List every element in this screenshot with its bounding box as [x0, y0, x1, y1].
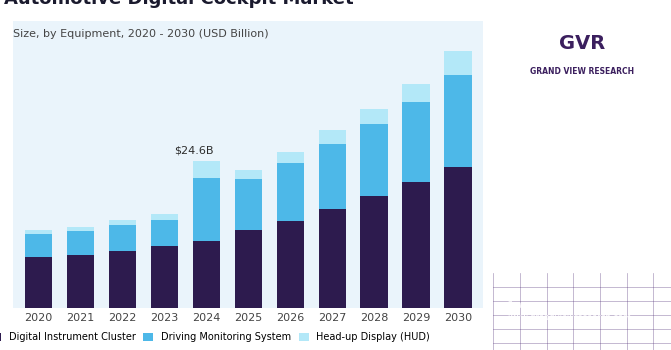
Bar	[25, 234, 52, 257]
Bar	[403, 84, 429, 102]
Bar	[67, 255, 94, 308]
Bar	[276, 163, 304, 221]
Bar	[25, 230, 52, 235]
Bar	[319, 144, 346, 209]
Text: 10.1%: 10.1%	[529, 133, 635, 161]
Text: Global Market CAGR,
2025 - 2030: Global Market CAGR, 2025 - 2030	[524, 191, 640, 215]
Bar	[444, 168, 472, 308]
Bar	[109, 225, 136, 251]
Bar	[360, 196, 388, 308]
Bar	[193, 161, 220, 178]
Bar	[403, 102, 429, 182]
Text: $24.6B: $24.6B	[174, 146, 213, 156]
Text: Source:
www.grandviewresearch.com: Source: www.grandviewresearch.com	[507, 301, 631, 322]
Text: GVR: GVR	[559, 34, 605, 53]
Bar	[109, 251, 136, 308]
Bar	[109, 220, 136, 225]
Bar	[403, 182, 429, 308]
FancyBboxPatch shape	[501, 10, 664, 80]
Bar	[193, 178, 220, 241]
Bar	[151, 214, 178, 219]
Bar	[193, 241, 220, 308]
Bar	[67, 227, 94, 231]
Bar	[235, 180, 262, 230]
Text: GRAND VIEW RESEARCH: GRAND VIEW RESEARCH	[530, 67, 634, 76]
Bar	[444, 51, 472, 75]
Bar	[151, 219, 178, 246]
Bar	[444, 75, 472, 168]
Bar	[360, 124, 388, 196]
Bar	[319, 131, 346, 144]
Legend: Digital Instrument Cluster, Driving Monitoring System, Head-up Display (HUD): Digital Instrument Cluster, Driving Moni…	[0, 328, 434, 346]
Bar	[276, 152, 304, 163]
Bar	[235, 230, 262, 308]
Bar	[67, 231, 94, 255]
Bar	[360, 109, 388, 124]
Bar	[319, 209, 346, 308]
Bar	[25, 257, 52, 308]
Bar	[151, 246, 178, 308]
Bar	[276, 221, 304, 308]
Text: Automotive Digital Cockpit Market: Automotive Digital Cockpit Market	[4, 0, 354, 8]
Bar	[235, 170, 262, 180]
Text: Size, by Equipment, 2020 - 2030 (USD Billion): Size, by Equipment, 2020 - 2030 (USD Bil…	[13, 29, 269, 39]
